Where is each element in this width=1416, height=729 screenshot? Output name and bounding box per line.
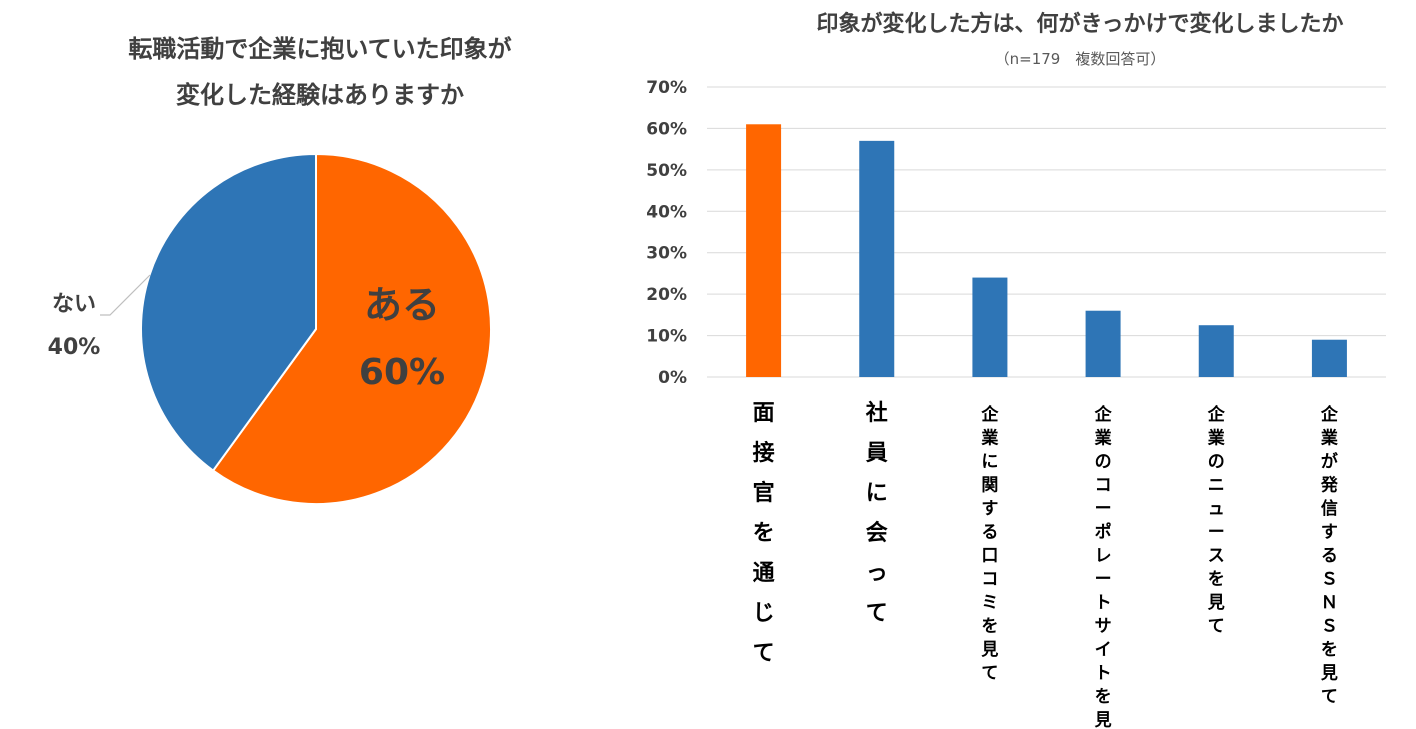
pie-label-aru: ある bbox=[364, 283, 440, 327]
x-tick-label: 面接官を通じて bbox=[753, 401, 775, 666]
y-tick-label: 0% bbox=[658, 368, 687, 388]
x-tick-label: 企業が発信するＳＮＳを見て bbox=[1320, 404, 1339, 707]
y-tick-label: 40% bbox=[646, 202, 687, 222]
bar-2 bbox=[972, 277, 1008, 377]
pie-label-nai: ない bbox=[52, 292, 96, 317]
x-tick-label: 企業に関する口コミを見て bbox=[980, 404, 999, 684]
bar-5 bbox=[1311, 339, 1347, 377]
y-tick-label: 10% bbox=[646, 327, 687, 347]
pie-leader-line bbox=[100, 274, 151, 316]
bar-chart-subtitle: （n=179 複数回答可） bbox=[994, 50, 1166, 68]
pie-value-aru: 60% bbox=[359, 352, 445, 393]
y-tick-label: 20% bbox=[646, 285, 687, 305]
pie-value-nai: 40% bbox=[48, 335, 101, 360]
y-tick-label: 50% bbox=[646, 161, 687, 181]
bar-4 bbox=[1198, 325, 1234, 377]
bar-0 bbox=[746, 124, 782, 378]
x-tick-label: 社員に会って bbox=[865, 400, 888, 626]
pie-title-line-1: 転職活動で企業に抱いていた印象が bbox=[128, 35, 512, 63]
y-tick-label: 60% bbox=[646, 119, 687, 139]
x-tick-label: 企業のニュースを見て bbox=[1207, 404, 1226, 637]
bar-chart: 0% 10% 20% 30% 40% 50% 60% 70% 面接官を通じて 社員に会って 企業に関… bbox=[646, 78, 1386, 729]
bar-chart-title: 印象が変化した方は、何がきっかけで変化しましたか bbox=[816, 12, 1344, 37]
bar-3 bbox=[1085, 310, 1121, 377]
pie-slice-0 bbox=[211, 152, 492, 505]
pie-chart-title: 転職活動で企業に抱いていた印象が 変化した経験はありますか bbox=[40, 26, 600, 118]
pie-chart: ある 60% ない 40% bbox=[48, 152, 492, 505]
y-tick-label: 70% bbox=[646, 78, 687, 98]
y-tick-label: 30% bbox=[646, 244, 687, 264]
x-tick-label: 企業のコーポレートサイトを見て bbox=[1094, 404, 1113, 729]
pie-title-line-2: 変化した経験はありますか bbox=[176, 81, 464, 109]
bar-1 bbox=[859, 140, 895, 377]
